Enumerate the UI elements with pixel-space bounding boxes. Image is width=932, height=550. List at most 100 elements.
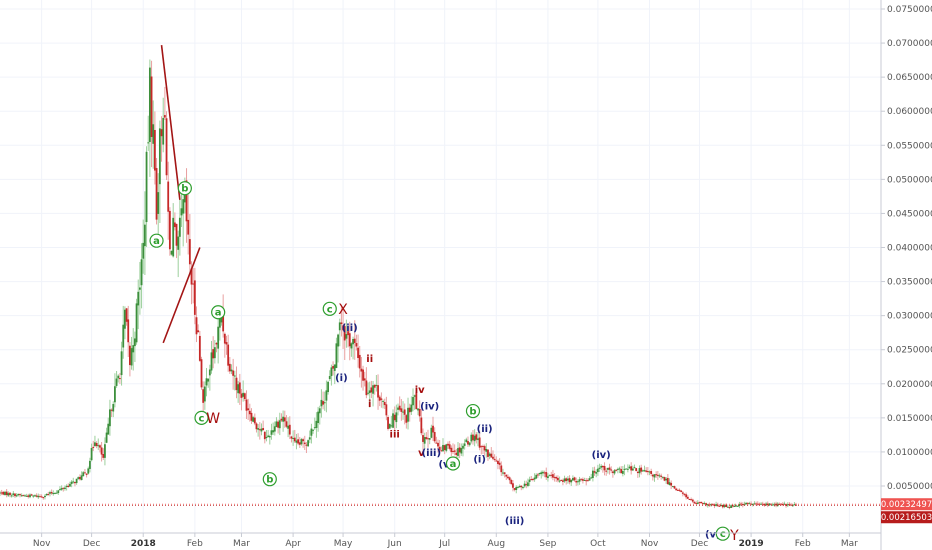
candle-body (145, 151, 148, 223)
candle-body (500, 465, 503, 473)
candle-body (215, 342, 218, 345)
candle-body (576, 481, 579, 483)
candle-body (638, 468, 641, 474)
candle-body (177, 236, 180, 250)
candle-body (178, 217, 181, 237)
candle-body (64, 487, 66, 489)
candle-body (250, 412, 253, 421)
candle-body (20, 495, 23, 497)
candle-body (545, 472, 548, 478)
x-tick-label: Apr (285, 539, 301, 549)
candle-body (621, 470, 624, 474)
candle-body (603, 466, 606, 471)
candle-body (22, 495, 25, 497)
wave-label: a (153, 236, 160, 247)
candle-body (133, 338, 136, 347)
candle-body (10, 495, 13, 497)
candle-body (626, 468, 629, 470)
candle-body (673, 486, 676, 489)
candle-body (397, 407, 399, 410)
candle-body (243, 393, 246, 400)
candle-body (85, 473, 88, 475)
candle-body (440, 450, 443, 452)
candle-body (195, 317, 198, 335)
candle-body (513, 488, 516, 490)
candle-body (34, 495, 36, 497)
candle-body (237, 384, 240, 394)
candle-body (596, 468, 599, 473)
candle-body (430, 427, 433, 438)
candle-body (24, 495, 26, 497)
candle-body (365, 380, 368, 396)
candle-body (119, 378, 121, 380)
candle-body (147, 142, 150, 144)
candle-body (155, 168, 158, 220)
candle-body (688, 498, 691, 500)
candle-body (198, 335, 201, 361)
candle-body (303, 442, 306, 445)
candle-body (158, 128, 161, 185)
candle-body (585, 480, 588, 482)
candle-body (100, 447, 103, 455)
wave-label: (v) (705, 530, 721, 541)
candle-body (257, 428, 260, 430)
candle-body (278, 420, 281, 429)
candle-body (646, 471, 649, 473)
candle-body (718, 505, 721, 507)
candle-body (255, 423, 258, 430)
candle-body (650, 471, 653, 474)
candle-body (400, 408, 403, 412)
candle-body (4, 491, 6, 496)
candle-body (433, 432, 436, 442)
candle-body (620, 469, 623, 474)
candle-body (117, 375, 120, 379)
candle-body (550, 474, 553, 476)
candle-body (765, 503, 767, 506)
candle-body (185, 180, 188, 222)
candle-body (162, 117, 165, 145)
y-tick-label: 0.07500000 (887, 5, 932, 15)
candle-body (19, 494, 21, 496)
candle-body (623, 468, 626, 470)
candle-body (678, 489, 681, 491)
candle-body (681, 492, 684, 494)
candle-body (463, 443, 466, 446)
wave-label: c (327, 304, 333, 315)
candle-body (84, 472, 86, 474)
candle-body (97, 445, 100, 447)
wave-label-circle (177, 181, 192, 196)
wave-label-circle (262, 472, 277, 487)
candle-body (44, 495, 46, 498)
x-axis[interactable]: Nov Dec 2018 Feb Mar Apr May Jun Jul Aug Sep Oct Nov… (33, 533, 858, 549)
candle-body (77, 477, 80, 479)
candle-body (460, 448, 463, 454)
candle-body (75, 478, 78, 484)
candle-body (137, 291, 140, 306)
candle-body (790, 504, 792, 506)
candle-body (633, 467, 636, 469)
candle-body (736, 505, 739, 507)
candle-body (738, 503, 741, 506)
candle-body (343, 326, 346, 341)
y-axis[interactable]: 0.07500000 0.07000000 0.06500000 0.06000000… (881, 5, 932, 492)
wave-label-circle (465, 403, 481, 419)
candle-body (418, 408, 421, 417)
candle-body (74, 481, 76, 484)
candle-body (380, 398, 383, 400)
candle-body (170, 250, 173, 255)
wave-label: c (199, 413, 205, 424)
candle-body (786, 504, 789, 506)
candle-body (323, 402, 326, 404)
x-tick-label: Mar (233, 539, 250, 549)
price-tags: 0.00232497 0.00216503 (881, 498, 932, 524)
candle-body (613, 470, 616, 474)
candle-body (455, 452, 458, 455)
candle-body (778, 503, 781, 505)
candle-body (308, 437, 311, 440)
candle-body (668, 482, 671, 485)
candle-body (29, 494, 31, 498)
candle-body (698, 502, 701, 504)
candle-body (225, 342, 228, 345)
candle-body (726, 506, 729, 508)
candle-body (267, 435, 270, 437)
